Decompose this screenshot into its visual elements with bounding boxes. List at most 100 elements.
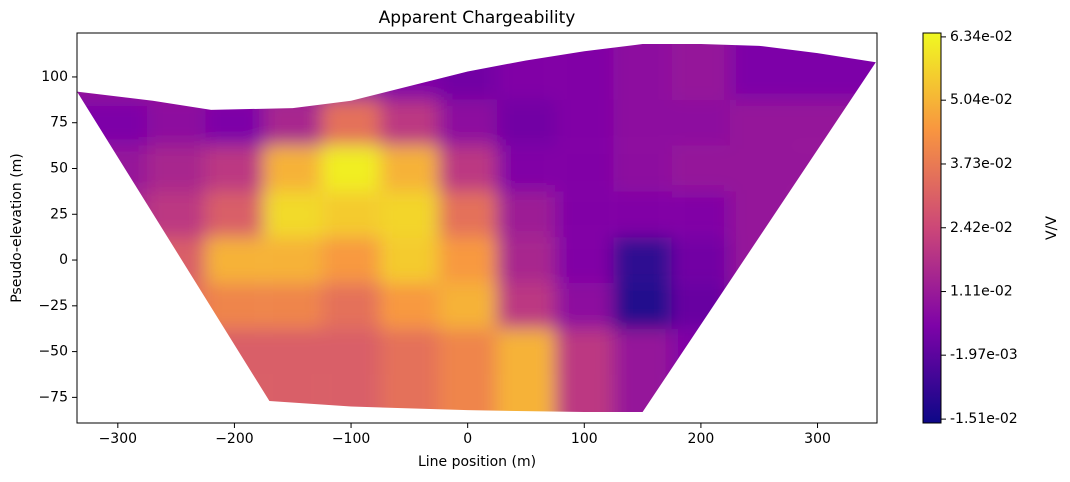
field-cell: [671, 145, 731, 192]
colorbar-tick-label: 2.42e-02: [950, 220, 1013, 236]
x-tick-label: −300: [99, 431, 137, 447]
y-tick-label: 75: [50, 115, 68, 131]
field-cell: [438, 145, 497, 192]
x-tick-label: 300: [804, 431, 831, 447]
field-cell: [671, 282, 731, 329]
field-cell: [438, 237, 497, 283]
field-cell: [146, 145, 206, 192]
field-cell: [321, 99, 381, 146]
field-cell: [496, 328, 556, 413]
y-tick-label: 0: [59, 252, 68, 268]
chart-title: Apparent Chargeability: [379, 8, 576, 28]
field-cell: [380, 328, 439, 413]
field-cell: [671, 99, 731, 146]
field-cell: [613, 328, 672, 413]
field-cell: [438, 99, 497, 146]
field-cell: [613, 145, 672, 192]
field-cell: [555, 328, 614, 413]
field-cell: [146, 282, 206, 329]
field-cell: [146, 237, 206, 283]
field-cell: [730, 99, 876, 146]
field-cell: [146, 328, 206, 375]
field-cell: [496, 145, 556, 192]
field-cell: [263, 328, 322, 413]
field-cell: [730, 328, 789, 413]
field-cell: [496, 191, 556, 238]
field-cell: [671, 237, 731, 283]
y-axis-label: Pseudo-elevation (m): [9, 153, 25, 303]
field-cell: [380, 145, 439, 192]
field-cell: [263, 191, 322, 238]
field-cell: [730, 237, 876, 283]
y-tick-label: −50: [38, 344, 68, 360]
field-cell: [321, 328, 381, 413]
colorbar-tick-label: -1.51e-02: [950, 411, 1018, 427]
x-tick-label: 100: [571, 431, 598, 447]
colorbar: [922, 32, 942, 424]
field-cell: [555, 191, 614, 238]
field-cell: [496, 282, 556, 329]
field-cell: [263, 99, 322, 146]
field-cell: [380, 282, 439, 329]
field-cell: [380, 237, 439, 283]
field-cell: [730, 328, 876, 375]
field-cell: [730, 282, 789, 329]
field-cell: [438, 328, 497, 413]
field-cell: [555, 237, 614, 283]
field-cell: [730, 191, 876, 238]
field-area: [77, 43, 876, 413]
y-tick-label: 25: [50, 206, 68, 222]
contour-field: [77, 43, 876, 413]
field-cell: [555, 99, 614, 146]
field-cell: [263, 282, 322, 329]
field-cell: [321, 145, 381, 192]
field-cell: [730, 145, 876, 192]
field-clip: [77, 43, 876, 413]
field-cell: [205, 282, 264, 329]
colorbar-tick-label: -1.97e-03: [950, 347, 1018, 363]
y-tick-label: 50: [50, 160, 68, 176]
field-cell: [321, 237, 381, 283]
colorbar-tick-label: 3.73e-02: [950, 156, 1013, 172]
field-cell: [205, 237, 264, 283]
field-cell: [730, 328, 789, 375]
field-cell: [496, 237, 556, 283]
field-cell: [438, 282, 497, 329]
field-cell: [146, 99, 206, 146]
colorbar-tick-label: 1.11e-02: [950, 284, 1013, 300]
y-tick-label: 100: [41, 69, 68, 85]
colorbar-tick-label: 6.34e-02: [950, 29, 1013, 45]
y-tick-label: −75: [38, 389, 68, 405]
field-cell: [321, 282, 381, 329]
field-cell: [555, 145, 614, 192]
colorbar-label: V/V: [1044, 216, 1060, 240]
field-cell: [496, 99, 556, 146]
field-cell: [671, 191, 731, 238]
field-cell: [321, 191, 381, 238]
field-cell: [730, 282, 876, 329]
field-cell: [555, 282, 614, 329]
field-cell: [263, 145, 322, 192]
field-cell: [613, 191, 672, 238]
field-cell: [146, 191, 206, 238]
field-cell: [146, 328, 206, 413]
x-axis-label: Line position (m): [418, 454, 536, 470]
colorbar-tick-label: 5.04e-02: [950, 92, 1013, 108]
field-cell: [205, 145, 264, 192]
x-tick-label: −200: [215, 431, 253, 447]
field-cell: [613, 237, 672, 283]
x-tick-label: −100: [332, 431, 370, 447]
field-cell: [380, 191, 439, 238]
field-cell: [613, 99, 672, 146]
field-cell: [613, 282, 672, 329]
field-cell: [263, 237, 322, 283]
x-tick-label: 200: [688, 431, 715, 447]
field-cell: [380, 99, 439, 146]
x-tick-label: 0: [463, 431, 472, 447]
axes-frame: [76, 32, 878, 424]
field-cell: [205, 191, 264, 238]
field-cell: [205, 99, 264, 146]
field-cell: [438, 191, 497, 238]
y-tick-label: −25: [38, 298, 68, 314]
